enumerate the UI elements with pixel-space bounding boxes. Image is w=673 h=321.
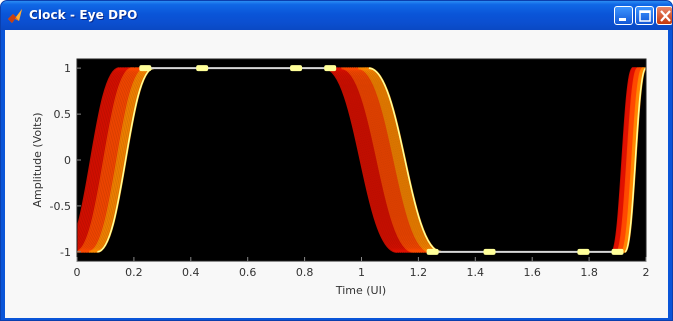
trace-curve <box>77 67 133 253</box>
x-axis-label: Time (UI) <box>335 284 386 297</box>
trace-curve <box>77 67 122 238</box>
figure-area: 0 0.2 0.4 0.6 0.8 1 1.2 1.4 1.6 1.8 2 1 0.5 0 -0.5 -1 … <box>5 30 668 318</box>
trace-curve <box>82 67 140 253</box>
title-bar[interactable]: Clock - Eye DPO <box>1 1 672 30</box>
eye-diagram-plot: 0 0.2 0.4 0.6 0.8 1 1.2 1.4 1.6 1.8 2 10.50-0.5-1 … <box>31 58 650 297</box>
y-tick-label: -0.5 <box>50 200 71 213</box>
trace-curve <box>351 67 425 253</box>
trace-curve <box>78 67 137 253</box>
trace-edge <box>624 67 646 253</box>
trace-curve <box>332 67 406 253</box>
trace-curve <box>90 67 148 253</box>
crossing-hotspot <box>196 65 209 72</box>
trace-curve <box>93 67 151 253</box>
trace-curve <box>77 67 128 250</box>
x-tick-label: 1.4 <box>467 266 485 279</box>
trace-curve <box>77 67 120 233</box>
trace-curve <box>347 67 421 253</box>
x-tick-label: 1 <box>358 266 365 279</box>
trace-curve <box>87 67 145 253</box>
minimize-button[interactable] <box>614 6 633 25</box>
trace-curve <box>355 67 429 253</box>
trace-edge <box>368 67 442 253</box>
x-tick-label: 1.2 <box>410 266 428 279</box>
level-lines <box>139 65 624 255</box>
trace-curve <box>77 67 135 253</box>
close-button[interactable] <box>656 6 672 25</box>
crossing-hotspot <box>290 65 303 72</box>
y-tick-label: 1 <box>64 62 71 75</box>
crossing-hotspot <box>611 248 624 255</box>
trace-curve <box>353 67 427 253</box>
y-tick-label: 0 <box>64 154 71 167</box>
trace-curve <box>328 67 402 253</box>
eye-traces <box>77 67 646 253</box>
trace-curve <box>336 67 410 253</box>
crossing-hotspot <box>426 248 439 255</box>
close-icon <box>660 10 671 22</box>
trace-curve <box>85 67 143 253</box>
x-tick-label: 0.6 <box>239 266 257 279</box>
crossing-hotspot <box>324 65 337 72</box>
trace-curve <box>77 67 127 248</box>
y-tick-label: 0.5 <box>54 108 72 121</box>
trace-curve <box>77 67 123 242</box>
trace-curve <box>326 67 400 253</box>
trace-curve <box>349 67 423 253</box>
rising-transition <box>77 67 155 253</box>
maximize-button[interactable] <box>635 6 654 25</box>
trace-curve <box>88 67 146 253</box>
falling-transition <box>324 67 442 253</box>
trace-curve <box>366 67 440 253</box>
minimize-icon <box>619 18 626 21</box>
x-tick-label: 1.6 <box>523 266 541 279</box>
trace-curve <box>358 67 431 253</box>
trace-curve <box>80 67 138 253</box>
trace-edge <box>97 67 155 253</box>
x-axis: 0 0.2 0.4 0.6 0.8 1 1.2 1.4 1.6 1.8 2 <box>74 257 650 279</box>
y-tick-label: -1 <box>60 246 71 259</box>
y-axis-label: Amplitude (Volts) <box>31 113 44 208</box>
x-tick-label: 0.8 <box>296 266 314 279</box>
crossing-hotspot <box>139 65 152 72</box>
trace-curve <box>334 67 408 253</box>
trace-curve <box>343 67 417 253</box>
crossing-hotspot <box>577 248 590 255</box>
rising-transition <box>610 67 646 253</box>
maximize-icon <box>639 10 651 22</box>
trace-curve <box>95 67 153 253</box>
window-title: Clock - Eye DPO <box>29 8 138 22</box>
trace-curve <box>330 67 404 253</box>
x-tick-label: 0.4 <box>182 266 200 279</box>
trace-curve <box>345 67 419 253</box>
x-tick-label: 0.2 <box>125 266 143 279</box>
matlab-icon <box>8 9 22 23</box>
trace-curve <box>364 67 438 253</box>
y-axis: 1 0.5 0 -0.5 -1 <box>50 62 81 259</box>
x-tick-label: 2 <box>643 266 650 279</box>
trace-curve <box>360 67 433 253</box>
trace-curve <box>362 67 436 253</box>
trace-curve <box>77 67 130 252</box>
trace-curve <box>324 67 398 253</box>
x-tick-label: 0 <box>74 266 81 279</box>
x-tick-label: 1.8 <box>580 266 598 279</box>
trace-curve <box>77 67 132 252</box>
crossing-hotspot <box>483 248 496 255</box>
trace-curve <box>341 67 414 253</box>
trace-curve <box>83 67 142 253</box>
trace-curve <box>77 67 125 245</box>
trace-curve <box>339 67 412 253</box>
trace-curve <box>92 67 150 253</box>
